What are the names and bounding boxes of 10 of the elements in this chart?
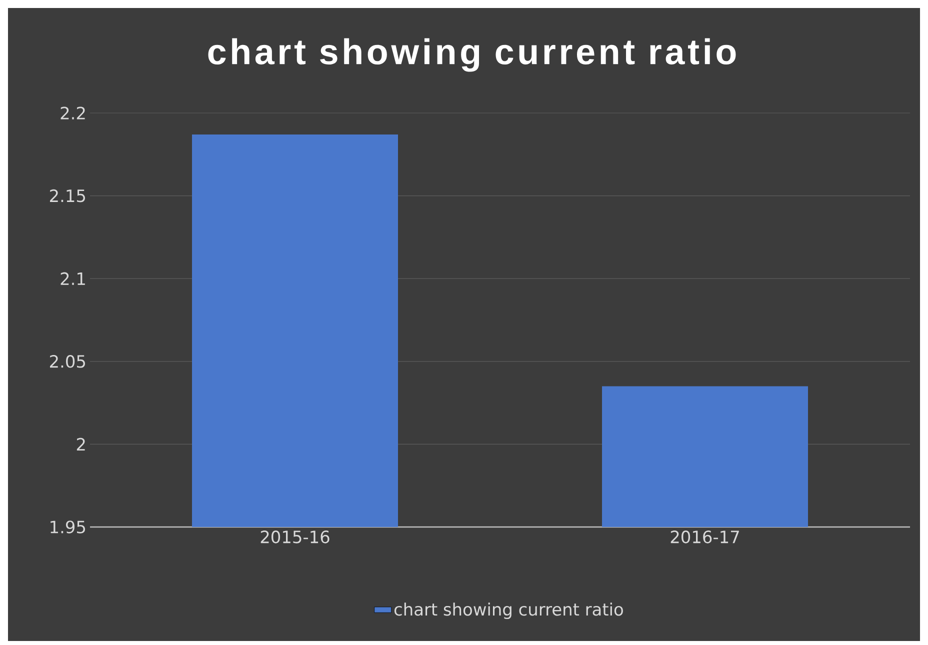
x-tick-label: 2016-17 [670,530,739,544]
y-tick-label: 2 [76,438,85,450]
y-tick-label: 2.05 [50,354,85,368]
legend-label: chart showing current ratio [394,602,623,619]
y-tick-label: 2.15 [50,189,85,202]
y-tick-label: 2.2 [60,106,85,120]
x-tick-label: 2015-16 [260,530,330,544]
chart-title: chart showing current ratio [208,38,736,72]
y-tick-label: 1.95 [50,520,85,534]
y-tick-label: 2.1 [60,272,85,285]
